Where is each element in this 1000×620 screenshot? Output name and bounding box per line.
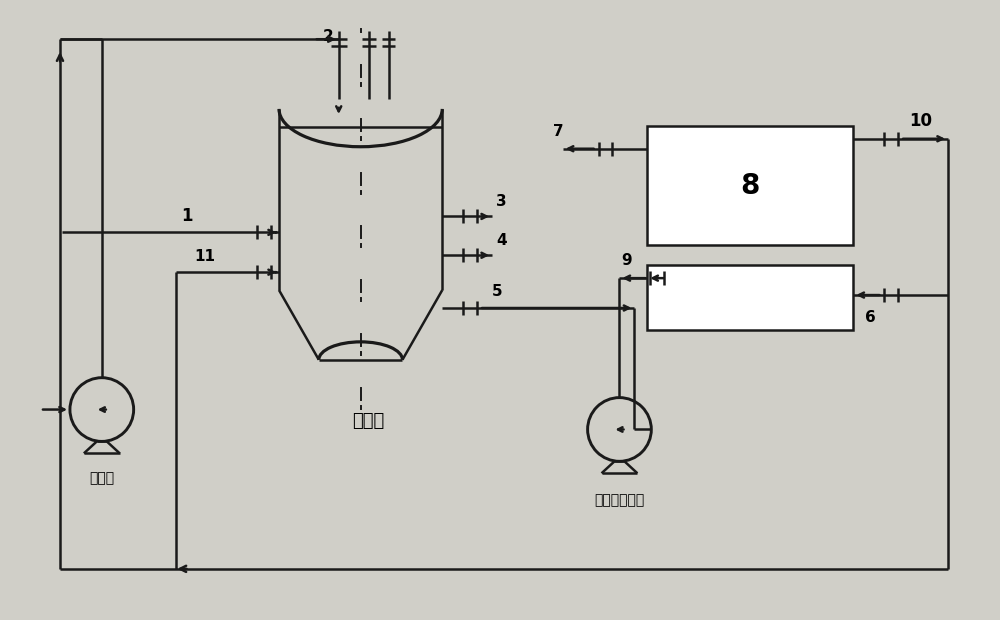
Text: 5: 5 [492, 284, 503, 299]
Text: 甲苯泵: 甲苯泵 [89, 471, 114, 485]
Text: 氧化塔: 氧化塔 [352, 412, 385, 430]
Text: 3: 3 [496, 195, 507, 210]
Bar [647, 265, 853, 330]
Text: 11: 11 [194, 249, 215, 264]
Text: 氧化液循环泵: 氧化液循环泵 [594, 493, 645, 507]
Text: 2: 2 [323, 29, 334, 44]
Text: 8: 8 [741, 172, 760, 200]
Text: 9: 9 [621, 253, 632, 268]
Text: 10: 10 [909, 112, 932, 130]
Text: 4: 4 [496, 233, 507, 248]
Text: 6: 6 [865, 310, 876, 325]
Text: 1: 1 [181, 208, 193, 226]
Text: 7: 7 [553, 124, 563, 139]
Bar [647, 126, 853, 246]
